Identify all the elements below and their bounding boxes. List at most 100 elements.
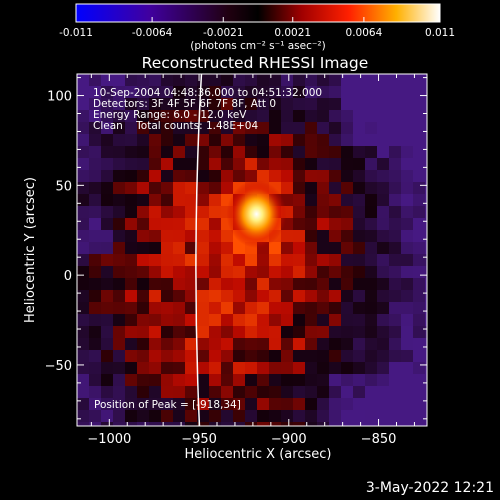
heatmap-cell (161, 350, 174, 363)
heatmap-cell (413, 326, 426, 339)
heatmap-cell (137, 218, 150, 231)
heatmap-cell (245, 338, 258, 351)
heatmap-cell (305, 398, 318, 411)
heatmap-cell (425, 314, 427, 327)
heatmap-cell (137, 410, 150, 423)
heatmap-cell (293, 158, 306, 171)
heatmap-cell (149, 314, 162, 327)
heatmap-cell (161, 362, 174, 375)
heatmap-cell (389, 182, 402, 195)
heatmap-cell (113, 374, 126, 387)
heatmap-cell (425, 410, 427, 423)
heatmap-cell (353, 338, 366, 351)
heatmap-cell (365, 206, 378, 219)
heatmap-cell (341, 314, 354, 327)
heatmap-cell (305, 170, 318, 183)
heatmap-cell (101, 386, 114, 399)
x-tick-label: −950 (181, 432, 217, 447)
heatmap-cell (401, 290, 414, 303)
heatmap-cell (185, 386, 198, 399)
heatmap-cell (365, 254, 378, 267)
heatmap-cell (77, 302, 90, 315)
heatmap-cell (425, 398, 427, 411)
heatmap-cell (293, 146, 306, 159)
heatmap-cell (245, 410, 258, 423)
heatmap-cell (137, 314, 150, 327)
heatmap-cell (341, 422, 354, 426)
heatmap-cell (89, 122, 102, 135)
heatmap-cell (113, 278, 126, 291)
heatmap-cell (389, 98, 402, 111)
heatmap-cell (161, 110, 174, 123)
colorbar-tick-label: -0.011 (59, 27, 93, 39)
heatmap-cell (149, 110, 162, 123)
heatmap-cell (281, 254, 294, 267)
heatmap-cell (113, 218, 126, 231)
heatmap-cell (413, 278, 426, 291)
heatmap-cell (233, 290, 246, 303)
heatmap-cell (425, 326, 427, 339)
heatmap-cell (209, 374, 222, 387)
heatmap-cell (185, 146, 198, 159)
heatmap-cell (401, 134, 414, 147)
heatmap-cell (413, 158, 426, 171)
heatmap-cell (233, 170, 246, 183)
heatmap-cell (209, 242, 222, 255)
heatmap-cell (113, 362, 126, 375)
heatmap-cell (137, 278, 150, 291)
heatmap-cell (353, 218, 366, 231)
heatmap-cell (149, 278, 162, 291)
heatmap-cell (425, 338, 427, 351)
annotation-detectors: Detectors: 3F 4F 5F 6F 7F 8F, Att 0 (93, 98, 276, 110)
heatmap-cell (161, 422, 174, 426)
heatmap-cell (137, 338, 150, 351)
heatmap-cell (89, 266, 102, 279)
heatmap-cell (293, 170, 306, 183)
heatmap-cell (209, 254, 222, 267)
heatmap-cell (209, 230, 222, 243)
heatmap-cell (377, 338, 390, 351)
heatmap-cell (101, 362, 114, 375)
heatmap-cell (221, 134, 234, 147)
heatmap-cell (113, 326, 126, 339)
heatmap-cell (293, 206, 306, 219)
heatmap-cell (389, 146, 402, 159)
heatmap-cell (149, 302, 162, 315)
heatmap-cell (293, 254, 306, 267)
heatmap-cell (353, 206, 366, 219)
heatmap-cell (113, 158, 126, 171)
heatmap-cell (257, 422, 270, 426)
heatmap-cell (173, 146, 186, 159)
heatmap-cell (185, 74, 198, 87)
heatmap-cell (89, 98, 102, 111)
heatmap-cell (401, 122, 414, 135)
heatmap-cell (101, 86, 114, 99)
heatmap-cell (197, 302, 210, 315)
heatmap-cell (365, 182, 378, 195)
heatmap-cell (125, 242, 138, 255)
heatmap-cell (197, 290, 210, 303)
heatmap-cell (281, 350, 294, 363)
heatmap-cell (149, 86, 162, 99)
heatmap-cell (269, 254, 282, 267)
heatmap-cell (197, 362, 210, 375)
heatmap-cell (377, 386, 390, 399)
heatmap-cell (413, 74, 426, 87)
heatmap-cell (353, 362, 366, 375)
heatmap-cell (389, 194, 402, 207)
heatmap-cell (221, 266, 234, 279)
heatmap-cell (257, 338, 270, 351)
heatmap-cell (257, 290, 270, 303)
heatmap-cell (125, 350, 138, 363)
heatmap-cell (125, 194, 138, 207)
heatmap-cell (185, 398, 198, 411)
heatmap-cell (125, 230, 138, 243)
heatmap-cell (209, 146, 222, 159)
heatmap-cell (341, 386, 354, 399)
heatmap-cell (389, 410, 402, 423)
heatmap-cell (353, 314, 366, 327)
heatmap-cell (113, 422, 126, 426)
heatmap-cell (353, 158, 366, 171)
heatmap-cell (185, 206, 198, 219)
heatmap-cell (77, 98, 90, 111)
